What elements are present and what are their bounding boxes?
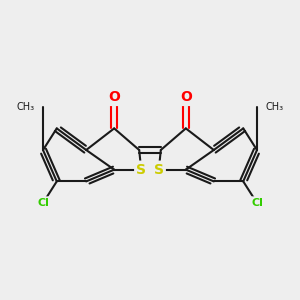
Text: CH₃: CH₃: [16, 102, 34, 112]
Text: Cl: Cl: [251, 198, 263, 208]
Text: O: O: [180, 90, 192, 104]
Text: O: O: [108, 90, 120, 104]
Text: S: S: [154, 163, 164, 177]
Text: S: S: [136, 163, 146, 177]
Text: Cl: Cl: [37, 198, 49, 208]
Text: CH₃: CH₃: [266, 102, 284, 112]
